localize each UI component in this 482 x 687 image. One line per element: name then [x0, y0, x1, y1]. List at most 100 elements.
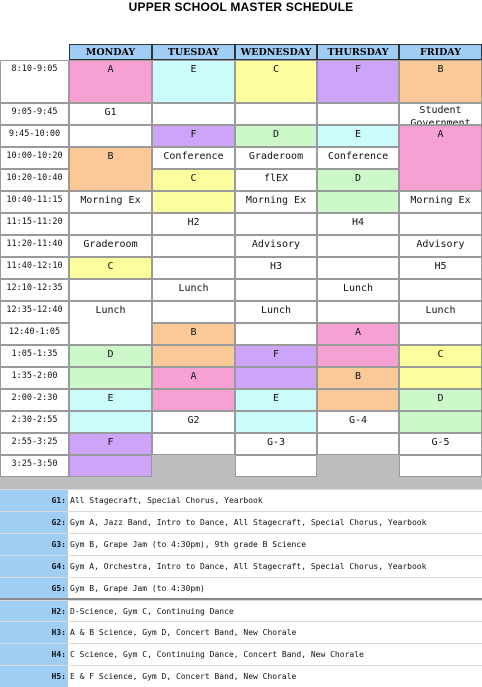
- schedule-end-shading: [152, 455, 235, 477]
- time-slot-label: 12:40-1:05: [8, 327, 61, 337]
- block-label: H5: [434, 261, 447, 272]
- block-d: D: [69, 345, 152, 367]
- block-label: Graderoom: [248, 151, 304, 162]
- time-slot-label: 9:45-10:00: [8, 129, 61, 139]
- time-slot-label: 2:55-3:25: [11, 437, 58, 447]
- block-morning-ex: Morning Ex: [69, 191, 152, 213]
- time-slot-label: 9:05-9:45: [11, 107, 58, 117]
- block-label: Graderoom: [83, 239, 138, 250]
- time-slot: 12:35-12:40: [0, 301, 69, 323]
- group-note-text: Gym B, Grape Jam (to 4:30pm): [70, 578, 482, 599]
- block-label: H2: [187, 217, 200, 228]
- block-label: H4: [351, 217, 365, 228]
- day-header-monday: MONDAY: [69, 44, 152, 60]
- page-title: UPPER SCHOOL MASTER SCHEDULE: [128, 0, 354, 14]
- time-slot: 9:05-9:45: [0, 103, 69, 125]
- block-empty: [235, 455, 317, 477]
- group-note-row: G1: All Stagecraft, Special Chorus, Yearb…: [0, 489, 482, 511]
- day-header-friday: FRIDAY: [399, 44, 482, 60]
- block-label: F: [354, 64, 362, 75]
- group-note-row: G5: Gym B, Grape Jam (to 4:30pm): [0, 577, 482, 599]
- group-note-row: G2: Gym A, Jazz Band, Intro to Dance, All…: [0, 511, 482, 533]
- block-label: C: [437, 349, 444, 360]
- block-label: Advisory: [416, 239, 465, 250]
- block-c: C: [69, 257, 152, 279]
- block-label: Morning Ex: [80, 195, 141, 206]
- block-lunch: Lunch: [152, 279, 235, 301]
- h-group-note-row: H5: E & F Science, Gym D, Concert Band, N…: [0, 665, 482, 687]
- block-graderoom: Graderoom: [235, 147, 317, 169]
- block-g-5: G-5: [399, 433, 482, 455]
- block-b: B: [69, 147, 152, 191]
- block-label: F: [272, 349, 280, 360]
- block-label: D: [437, 393, 444, 404]
- time-slot-label: 2:30-2:55: [11, 415, 58, 425]
- block-f: F: [235, 345, 317, 367]
- block-empty: [235, 411, 317, 433]
- block-label: E: [354, 129, 362, 140]
- schedule-end-shading: [317, 455, 399, 477]
- h-group-note-label: H2:: [0, 601, 68, 621]
- group-note-label: G1:: [0, 490, 68, 511]
- block-advisory: Advisory: [399, 235, 482, 257]
- block-label: Lunch: [425, 305, 456, 316]
- block-label: G1: [104, 107, 117, 118]
- block-h5: H5: [399, 257, 482, 279]
- block-empty: [317, 103, 399, 125]
- h-group-note-row: H2: D-Science, Gym C, Continuing Dance: [0, 600, 482, 621]
- block-label: B: [354, 371, 362, 382]
- block-empty: [152, 191, 235, 213]
- block-d: D: [399, 389, 482, 411]
- time-slot: 1:35-2:00: [0, 367, 69, 389]
- h-group-note-label: H4:: [0, 644, 68, 665]
- h-group-note-label: H3:: [0, 622, 68, 643]
- block-empty: [152, 257, 235, 279]
- group-note-text: All Stagecraft, Special Chorus, Yearbook: [70, 490, 482, 511]
- time-slot: 12:40-1:05: [0, 323, 69, 345]
- block-h2: H2: [152, 213, 235, 235]
- time-slot: 11:40-12:10: [0, 257, 69, 279]
- h-group-note-text: E & F Science, Gym D, Concert Band, New …: [70, 666, 482, 687]
- block-empty: [317, 433, 399, 455]
- h-group-note-row: H3: A & B Science, Gym D, Concert Band, N…: [0, 621, 482, 643]
- time-slot: 10:00-10:20: [0, 147, 69, 169]
- block-label: Conference: [163, 151, 224, 162]
- time-slot-label: 11:15-11:20: [6, 217, 63, 227]
- block-morning-ex: Morning Ex: [399, 191, 482, 213]
- time-slot-label: 1:35-2:00: [11, 371, 58, 381]
- group-note-row: G4: Gym A, Orchestra, Intro to Dance, All…: [0, 555, 482, 577]
- day-header-thursday: THURSDAY: [317, 44, 399, 60]
- block-e: E: [235, 389, 317, 411]
- block-empty: [69, 213, 152, 235]
- block-label: Student Government: [410, 105, 471, 125]
- time-slot: 2:30-2:55: [0, 411, 69, 433]
- block-empty: [235, 367, 317, 389]
- time-slot-label: 10:20-10:40: [6, 173, 63, 183]
- block-f: F: [69, 433, 152, 455]
- block-empty: [152, 301, 235, 323]
- block-lunch: Lunch: [69, 301, 152, 345]
- time-slot-label: 1:05-1:35: [11, 349, 58, 359]
- block-c: C: [152, 169, 235, 191]
- block-flex: flEX: [235, 169, 317, 191]
- time-slot: 2:55-3:25: [0, 433, 69, 455]
- time-slot-label: 11:20-11:40: [6, 239, 63, 249]
- block-empty: [152, 433, 235, 455]
- block-empty: [399, 213, 482, 235]
- time-slot-label: 11:40-12:10: [6, 261, 63, 271]
- block-label: E: [190, 64, 197, 75]
- block-empty: [399, 323, 482, 345]
- block-a: A: [317, 323, 399, 345]
- block-g-3: G-3: [235, 433, 317, 455]
- notes-separator: [0, 598, 482, 600]
- block-empty: [399, 411, 482, 433]
- block-f: F: [152, 125, 235, 147]
- time-slot-label: 12:35-12:40: [6, 305, 63, 315]
- block-d: D: [235, 125, 317, 147]
- group-note-label: G5:: [0, 578, 68, 599]
- block-label: G-5: [431, 437, 450, 448]
- block-empty: [152, 389, 235, 411]
- time-slot: 12:10-12:35: [0, 279, 69, 301]
- block-morning-ex: Morning Ex: [235, 191, 317, 213]
